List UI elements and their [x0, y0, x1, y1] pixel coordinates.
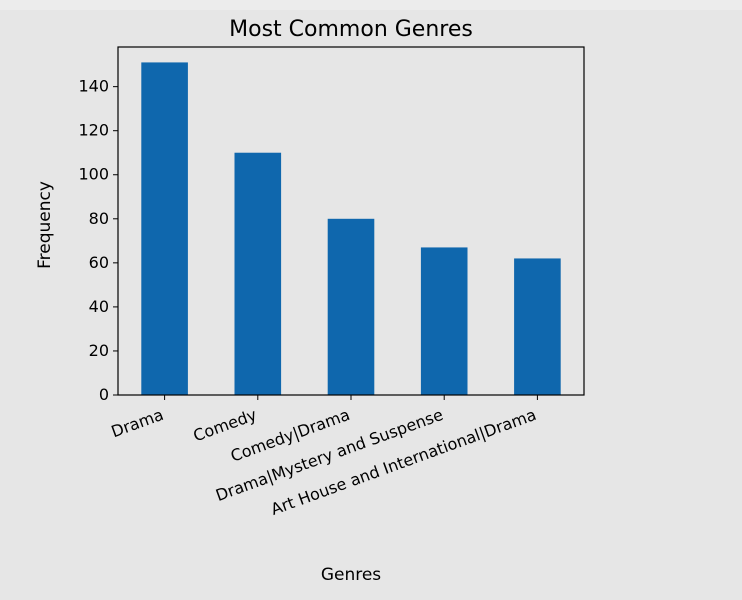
bars-layer — [141, 62, 561, 395]
x-axis-label: Genres — [321, 565, 381, 585]
bar — [327, 218, 375, 395]
bar — [420, 247, 468, 395]
y-tick-label: 0 — [99, 385, 109, 404]
y-tick-label: 80 — [89, 209, 109, 228]
bar — [141, 62, 188, 395]
bar — [234, 152, 282, 395]
chart-title: Most Common Genres — [229, 17, 473, 42]
top-strip — [0, 0, 742, 10]
y-ticks-layer: 0 20 40 60 80 100 120 140 — [78, 77, 118, 404]
x-tick-label: Drama — [109, 405, 166, 441]
y-tick-label: 60 — [89, 253, 109, 272]
bar — [514, 258, 561, 395]
y-tick-label: 140 — [78, 77, 109, 96]
y-tick-label: 120 — [78, 121, 109, 140]
y-axis-label: Frequency — [35, 181, 55, 269]
y-tick-label: 40 — [89, 297, 109, 316]
y-tick-label: 20 — [89, 341, 109, 360]
plot-area-frame — [117, 46, 585, 396]
y-tick-label: 100 — [78, 165, 109, 184]
